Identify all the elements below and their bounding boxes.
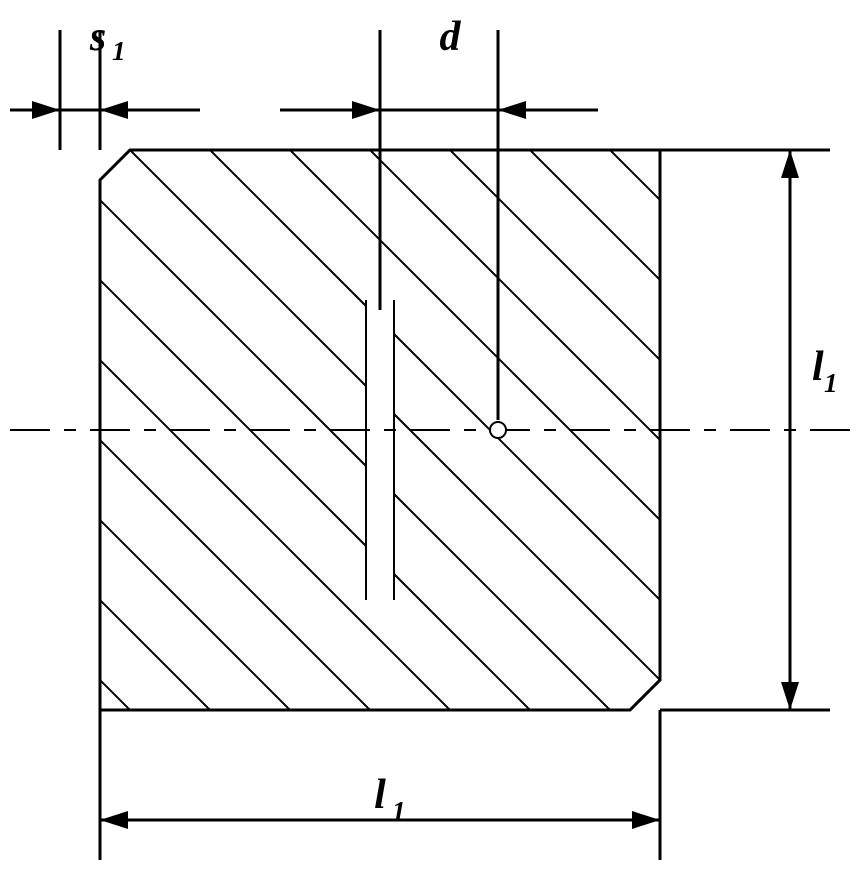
l1r-label: l [812,344,824,390]
l1b-label: l [374,772,386,818]
s1-label-sub: 1 [112,36,126,66]
center-marker [490,422,506,438]
arrow-head [781,682,799,710]
arrow-head [32,101,60,119]
arrow-head [498,101,526,119]
arrow-head [781,150,799,178]
arrow-head [100,811,128,829]
d-label: d [440,14,462,60]
arrow-head [352,101,380,119]
arrow-head [100,101,128,119]
l1b-label-sub: 1 [392,796,406,826]
hatch-line [0,820,760,878]
s1-label: s [89,14,106,60]
l1r-label-sub: 1 [824,368,838,398]
arrow-head [632,811,660,829]
